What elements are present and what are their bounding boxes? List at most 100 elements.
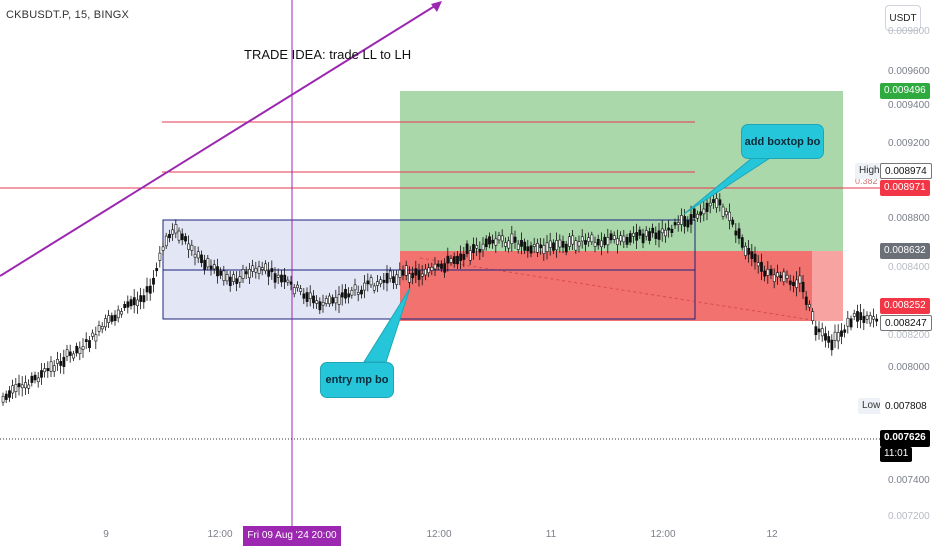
candle-body [510,233,514,245]
candle-body [452,256,456,264]
candle-body [520,240,523,247]
candle-body [152,277,155,285]
candle-body [625,237,629,245]
candle-body [84,339,88,342]
candle-body [811,311,815,321]
candle-body [494,238,498,246]
candle-body [59,361,63,366]
candle-body [459,253,463,261]
candle-body [276,274,280,278]
candle-body [740,237,744,248]
candle-body [312,295,315,304]
candle-body [46,368,50,372]
candle-body [356,292,360,295]
callout-add-boxtop[interactable]: add boxtop bo [741,124,824,159]
candle-body [321,302,325,306]
candle-body [142,295,146,303]
candle-body [4,393,8,400]
candle-body [628,233,632,243]
candle-body [299,288,303,292]
candle-body [1,395,5,403]
candle-body [641,233,645,244]
candle-body [216,266,219,277]
candle-body [484,238,488,248]
candle-body [315,300,319,304]
price-tick: 0.008400 [888,262,930,273]
candle-body [113,314,117,322]
candle-body [481,243,485,251]
candle-body [267,270,271,277]
candle-body [219,270,223,276]
candle-body [516,243,520,250]
candle-body [465,243,469,255]
target-zone[interactable] [400,91,843,251]
candle-body [404,265,408,276]
candle-body [433,263,437,270]
candle-body [331,297,335,304]
target-price-badge: 0.009496 [880,83,930,99]
candle-body [334,297,338,304]
candle-body [78,347,82,354]
candle-body [753,253,757,263]
candle-body [129,299,133,307]
candle-body [139,295,143,302]
candle-body [673,222,677,226]
candle-body [424,268,427,276]
candle-body [817,328,821,333]
candle-body [491,239,495,244]
candle-body [504,242,507,247]
candle-body [852,313,856,317]
candle-body [792,281,795,287]
candle-body [196,251,200,259]
candle-body [420,273,424,277]
candle-body [696,213,699,219]
candle-body [779,275,783,279]
candle-body [664,229,667,237]
candle-body [222,270,226,281]
candle-body [187,243,191,250]
candle-body [27,384,31,389]
candle-body [785,274,789,279]
candle-body [49,361,53,372]
candle-body [180,233,184,241]
callout-entry[interactable]: entry mp bo [320,362,394,398]
candle-body [145,286,149,293]
candle-body [174,224,178,234]
candle-body [120,311,123,315]
price-tick: 0.008200 [888,330,930,341]
candle-body [200,254,203,264]
candle-body [462,254,466,260]
price-tick: 0.007200 [888,511,930,522]
candle-body [72,353,75,359]
currency-selector[interactable]: USDT [885,5,921,31]
projection-line [419,257,813,321]
candle-body [587,237,591,242]
trade-idea-text[interactable]: TRADE IDEA: trade LL to LH [244,47,412,62]
candle-body [449,258,453,263]
candle-body [827,336,831,343]
candle-body [36,377,40,383]
candle-body [14,384,18,393]
price-tick: 0.007400 [888,475,930,486]
candle-body [497,235,501,241]
candle-body [728,211,731,221]
candle-body [414,268,418,276]
trend-line[interactable] [0,3,439,277]
entry-price-badge: 0.008632 [880,243,930,259]
time-tick: 12:00 [650,529,676,540]
candle-body [536,243,539,253]
candle-body [369,277,373,286]
fib-level-label: 0.382 [855,176,878,186]
stop-zone[interactable] [400,251,843,321]
candle-body [296,284,299,289]
candle-body [308,292,312,299]
candle-body [523,241,527,251]
candle-body [686,220,690,228]
candle-body [862,315,866,323]
candle-body [763,270,767,277]
candle-body [244,271,248,275]
candle-body [843,329,847,333]
stop-price-badge: 0.008252 [880,298,930,314]
